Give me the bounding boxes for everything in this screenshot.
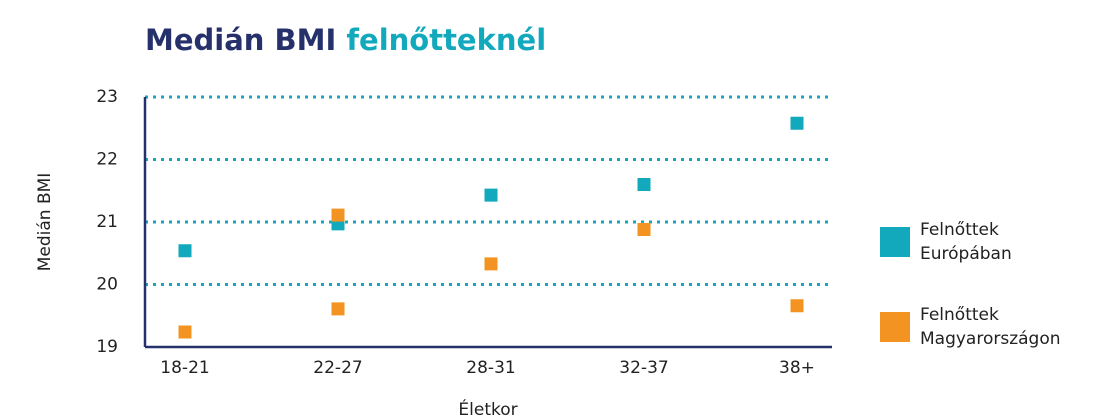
legend-swatch xyxy=(880,227,910,257)
marker xyxy=(790,116,804,130)
title-main: Medián BMI xyxy=(145,23,336,57)
y-tick-label: 21 xyxy=(96,212,118,232)
marker xyxy=(790,299,804,313)
title-highlight: felnőtteknél xyxy=(346,23,546,57)
marker xyxy=(178,244,192,258)
y-tick-label: 23 xyxy=(96,87,118,107)
x-tick-label: 32-37 xyxy=(619,358,668,378)
marker xyxy=(484,188,498,202)
marker xyxy=(637,178,651,191)
legend-swatch xyxy=(880,312,910,342)
x-tick-label: 18-21 xyxy=(160,358,209,378)
y-axis-title: Medián BMI xyxy=(35,173,55,272)
x-tick-label: 38+ xyxy=(779,358,815,378)
legend-label: Felnőttek Európában xyxy=(920,220,1012,264)
x-tick-label: 22-27 xyxy=(313,358,362,378)
legend-label: Felnőttek Magyarországon xyxy=(920,305,1061,349)
y-tick-label: 22 xyxy=(96,150,118,170)
chart-title: Medián BMI felnőtteknél xyxy=(145,23,546,57)
y-tick-label: 19 xyxy=(96,337,118,357)
marker xyxy=(637,223,651,236)
y-tick-label: 20 xyxy=(96,275,118,295)
marker xyxy=(178,325,192,339)
marker xyxy=(331,302,345,316)
marker xyxy=(484,257,498,271)
x-axis-title: Életkor xyxy=(458,398,517,418)
x-tick-label: 28-31 xyxy=(466,358,515,378)
marker xyxy=(331,208,345,222)
